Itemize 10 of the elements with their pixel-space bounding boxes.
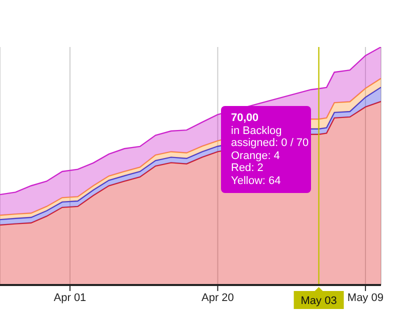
annotation: in Backlog — [231, 124, 283, 137]
x-tick-label: Apr 01 — [54, 292, 86, 304]
annotation: assigned: 0 / 70 — [231, 137, 310, 150]
annotation: Orange: 4 — [231, 150, 281, 162]
x-tick-label: Apr 20 — [202, 292, 234, 304]
ref-line-label: May 03 — [300, 295, 337, 307]
annotation: Red: 2 — [231, 162, 264, 174]
annotation: 70,00 — [231, 112, 260, 124]
x-tick-label: May 09 — [347, 292, 384, 304]
annotation: Yellow: 64 — [231, 174, 282, 187]
